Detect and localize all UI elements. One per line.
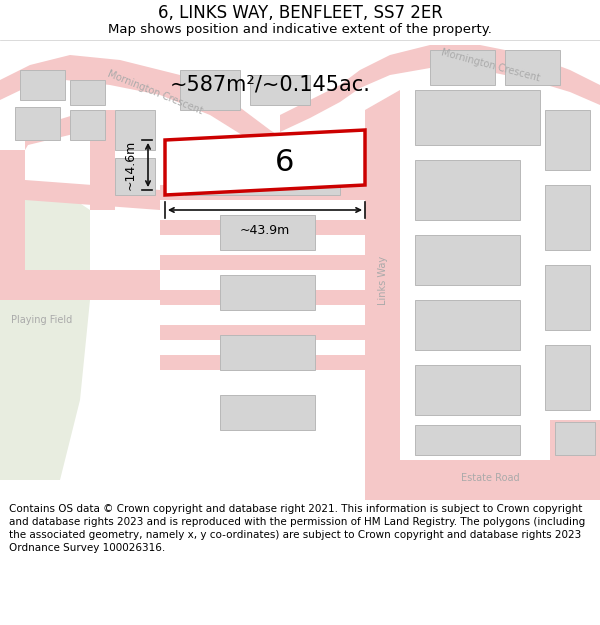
Text: Links Way: Links Way xyxy=(378,256,388,304)
Polygon shape xyxy=(15,107,60,140)
Polygon shape xyxy=(70,80,105,105)
Polygon shape xyxy=(220,395,315,430)
Polygon shape xyxy=(415,365,520,415)
Text: ~587m²/~0.145ac.: ~587m²/~0.145ac. xyxy=(170,75,370,95)
Polygon shape xyxy=(160,355,365,370)
Polygon shape xyxy=(555,422,595,455)
Polygon shape xyxy=(280,85,340,132)
Polygon shape xyxy=(505,50,560,85)
Polygon shape xyxy=(365,460,600,500)
Polygon shape xyxy=(220,335,315,370)
Text: Mornington Crescent: Mornington Crescent xyxy=(440,47,541,83)
Polygon shape xyxy=(20,70,65,100)
Text: ~14.6m: ~14.6m xyxy=(124,140,137,190)
Text: Map shows position and indicative extent of the property.: Map shows position and indicative extent… xyxy=(108,24,492,36)
Polygon shape xyxy=(415,425,520,455)
Polygon shape xyxy=(0,190,90,480)
Polygon shape xyxy=(160,255,365,270)
Polygon shape xyxy=(165,130,365,195)
Polygon shape xyxy=(25,180,160,210)
Polygon shape xyxy=(115,110,155,150)
Polygon shape xyxy=(180,70,240,110)
Text: 6, LINKS WAY, BENFLEET, SS7 2ER: 6, LINKS WAY, BENFLEET, SS7 2ER xyxy=(158,4,442,22)
Text: Playing Field: Playing Field xyxy=(11,315,73,325)
Text: 6: 6 xyxy=(275,148,295,177)
Polygon shape xyxy=(160,220,365,235)
Polygon shape xyxy=(90,110,115,210)
Polygon shape xyxy=(185,155,340,195)
Polygon shape xyxy=(545,345,590,410)
Polygon shape xyxy=(545,185,590,250)
Polygon shape xyxy=(415,90,540,145)
Polygon shape xyxy=(220,215,315,250)
Polygon shape xyxy=(70,110,105,140)
Polygon shape xyxy=(115,158,155,195)
Text: Contains OS data © Crown copyright and database right 2021. This information is : Contains OS data © Crown copyright and d… xyxy=(9,504,585,553)
Polygon shape xyxy=(250,75,310,105)
Polygon shape xyxy=(340,45,600,105)
Text: Estate Road: Estate Road xyxy=(461,473,520,483)
Polygon shape xyxy=(25,110,90,150)
Polygon shape xyxy=(365,90,400,500)
Polygon shape xyxy=(160,185,365,200)
Polygon shape xyxy=(415,235,520,285)
Polygon shape xyxy=(550,420,600,460)
Polygon shape xyxy=(160,290,365,305)
Polygon shape xyxy=(430,50,495,85)
Polygon shape xyxy=(545,265,590,330)
Polygon shape xyxy=(220,275,315,310)
Text: Mornington Crescent: Mornington Crescent xyxy=(106,68,204,116)
Polygon shape xyxy=(0,55,310,180)
Text: ~43.9m: ~43.9m xyxy=(240,224,290,236)
Polygon shape xyxy=(545,110,590,170)
Polygon shape xyxy=(25,270,160,300)
Polygon shape xyxy=(415,300,520,350)
Polygon shape xyxy=(415,160,520,220)
Polygon shape xyxy=(0,150,25,300)
Polygon shape xyxy=(160,325,365,340)
